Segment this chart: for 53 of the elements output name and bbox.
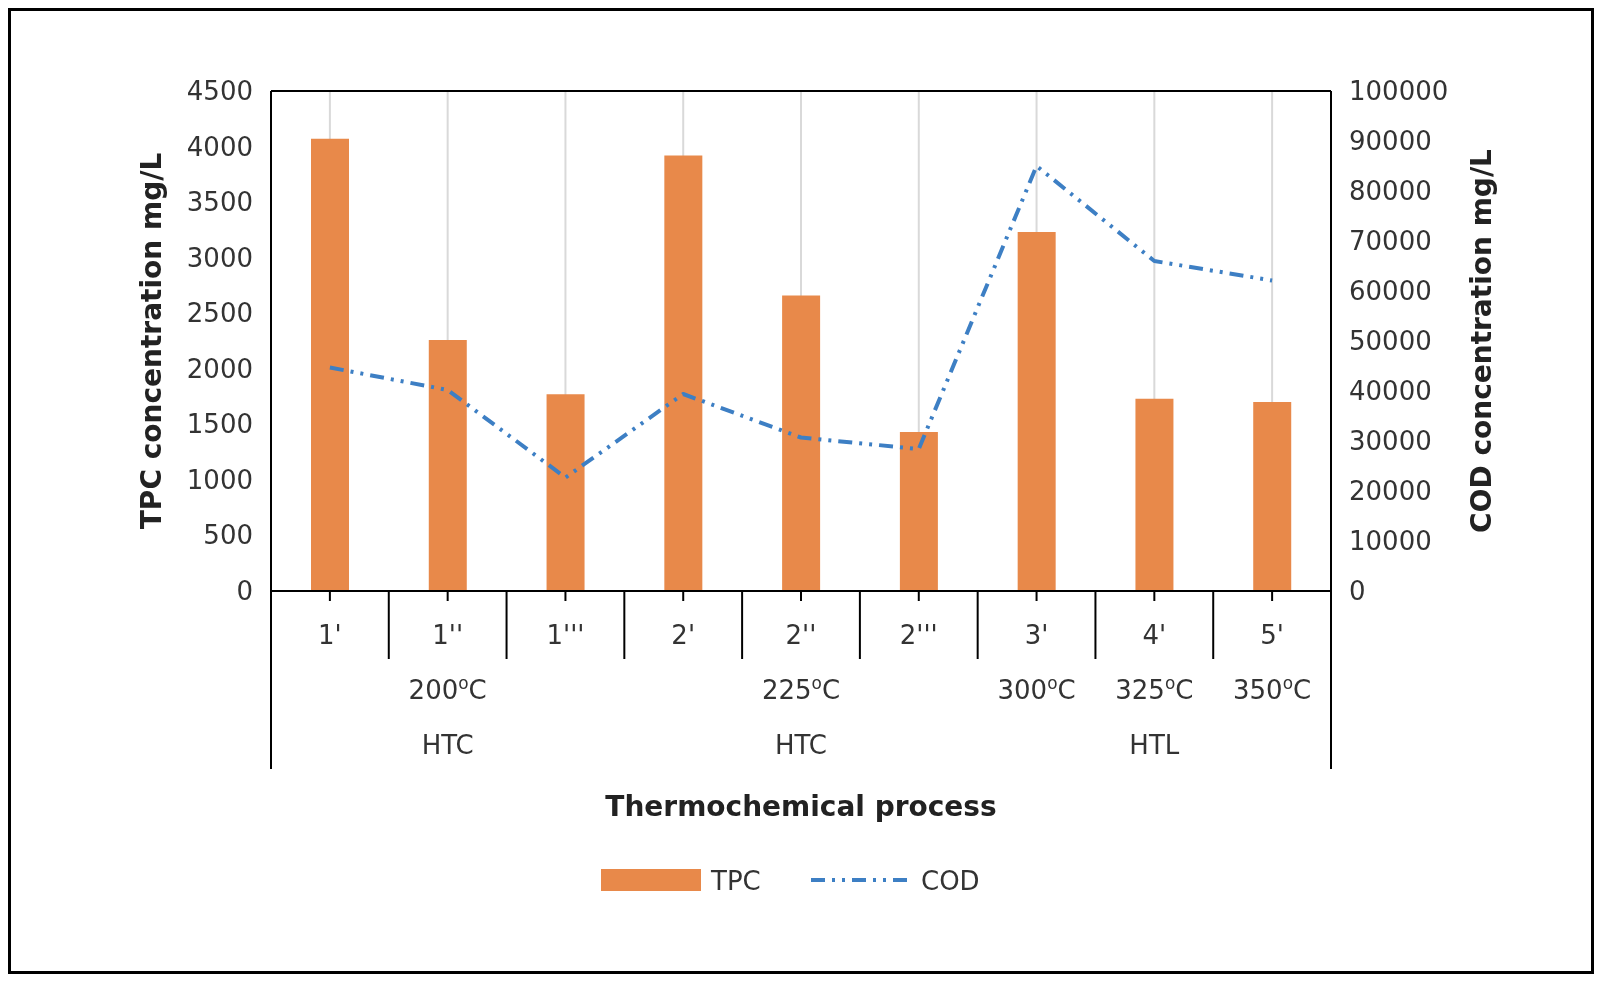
y2-tick-label: 10000: [1349, 526, 1432, 556]
text: HTC: [774, 730, 828, 760]
y2-tick-label: 60000: [1349, 276, 1432, 306]
x-tick-label: 2'': [785, 620, 817, 650]
y-tick-label: 500: [203, 520, 253, 551]
y2-tick-label: 90000: [1349, 126, 1432, 156]
bar: [1253, 402, 1292, 591]
y2-tick-label: 30000: [1349, 426, 1432, 456]
text: 350$^{o}$C: [1233, 673, 1312, 705]
y-tick-label: 0: [236, 576, 253, 606]
text: 200$^{o}$C: [408, 673, 487, 705]
x-tick-label: 4': [1142, 620, 1167, 650]
y2-tick-label: 100000: [1349, 76, 1449, 106]
line-series: [327, 164, 1275, 480]
text: 325$^{o}$C: [1115, 673, 1194, 705]
text: HTL: [1129, 730, 1180, 760]
text: HTC: [421, 730, 474, 760]
x-tick-label: 1': [318, 620, 342, 650]
bar: [1135, 398, 1174, 591]
y2-tick-label: 70000: [1349, 226, 1432, 256]
x-tick-label: 1'': [432, 620, 464, 650]
bar: [664, 155, 703, 591]
y-tick-label: 1500: [186, 409, 253, 440]
bar: [428, 339, 467, 591]
bar: [899, 432, 938, 591]
text: 300$^{o}$C: [997, 673, 1076, 705]
y-tick-label: 3000: [186, 242, 253, 273]
x-tick-label: 2''': [899, 620, 938, 650]
x-tick-label: 2': [671, 620, 696, 650]
text: 225$^{o}$C: [761, 673, 841, 705]
bar: [311, 138, 349, 591]
y-tick-label: 2500: [186, 298, 253, 329]
y2-tick-label: 0: [1349, 576, 1366, 606]
y2-tick-label: 80000: [1349, 176, 1432, 206]
y-tick-label: 1000: [186, 464, 253, 495]
y-axis-title: TPC concentration mg/L: [135, 152, 168, 530]
bar: [782, 295, 821, 591]
y-tick-label: 4500: [186, 76, 253, 106]
legend-label: COD: [921, 866, 980, 896]
bar: [1017, 232, 1056, 591]
y-tick-label: 3500: [186, 187, 253, 218]
y2-tick-label: 40000: [1349, 376, 1432, 406]
x-tick-label: 3': [1024, 620, 1049, 650]
legend-label: TPC: [710, 866, 761, 896]
x-axis-title: Thermochemical process: [605, 790, 997, 823]
y2-tick-label: 50000: [1349, 326, 1432, 356]
y-tick-label: 2000: [186, 353, 253, 384]
y-tick-label: 4000: [186, 131, 253, 162]
x-tick-label: 1''': [546, 620, 585, 650]
bar: [546, 394, 585, 591]
x-tick-label: 5': [1260, 620, 1284, 650]
y2-tick-label: 20000: [1349, 476, 1432, 506]
y2-axis-title: COD concentration mg/L: [1465, 148, 1498, 533]
